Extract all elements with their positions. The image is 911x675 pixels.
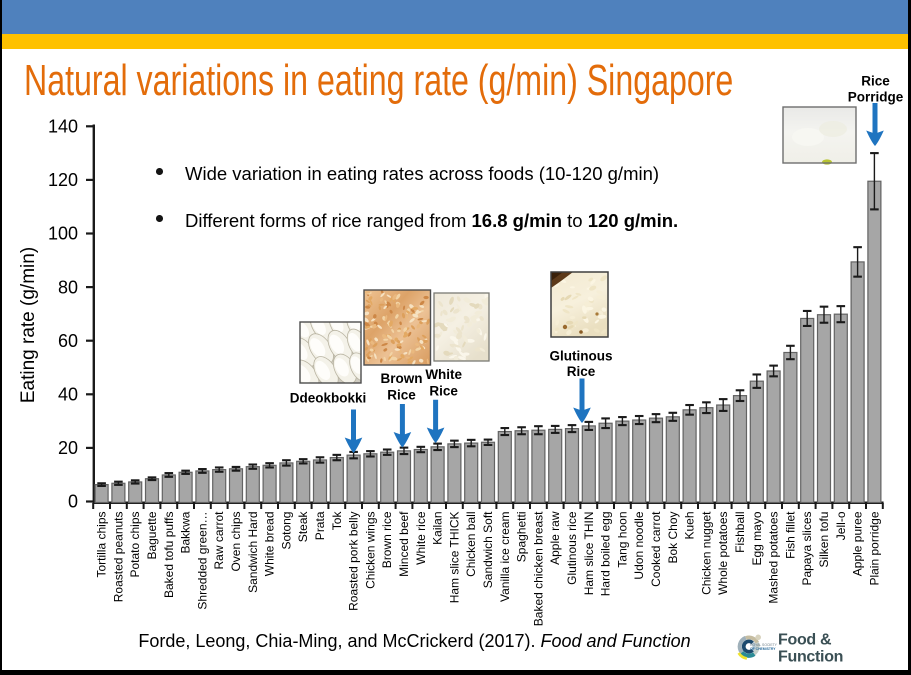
svg-text:Tang hoon: Tang hoon: [615, 512, 629, 568]
svg-text:Plain porridge: Plain porridge: [867, 511, 881, 585]
svg-text:80: 80: [58, 277, 78, 297]
svg-text:Function: Function: [778, 649, 843, 666]
svg-text:Glutinous rice: Glutinous rice: [565, 511, 579, 585]
svg-text:Apple puree: Apple puree: [851, 511, 865, 576]
svg-text:Prata: Prata: [313, 511, 327, 540]
svg-text:Bok Choy: Bok Choy: [666, 512, 680, 564]
svg-text:Food &: Food &: [778, 632, 832, 649]
svg-text:White bread: White bread: [263, 512, 277, 577]
svg-text:Egg mayo: Egg mayo: [750, 511, 764, 565]
svg-text:OF CHEMISTRY: OF CHEMISTRY: [750, 647, 776, 651]
svg-text:Sotong: Sotong: [279, 512, 293, 550]
svg-text:Baguette: Baguette: [145, 511, 159, 559]
svg-text:Chicken nugget: Chicken nugget: [699, 511, 713, 595]
svg-text:Baked chicken breast: Baked chicken breast: [531, 511, 545, 626]
svg-text:0: 0: [68, 492, 78, 512]
svg-text:Cooked carrot: Cooked carrot: [649, 511, 663, 587]
svg-text:Bakkwa: Bakkwa: [179, 511, 193, 553]
svg-text:Ham slice THIN: Ham slice THIN: [582, 512, 596, 596]
svg-text:Rice: Rice: [429, 384, 458, 399]
svg-text:100: 100: [48, 224, 78, 244]
svg-text:120: 120: [48, 170, 78, 190]
svg-text:Shredded green…: Shredded green…: [195, 512, 209, 610]
svg-text:Baked tofu puffs: Baked tofu puffs: [162, 512, 176, 599]
svg-text:Minced beef: Minced beef: [397, 511, 411, 577]
svg-text:20: 20: [58, 438, 78, 458]
svg-text:Apple raw: Apple raw: [548, 511, 562, 565]
svg-text:Rice: Rice: [387, 388, 416, 403]
svg-text:Hard boiled egg: Hard boiled egg: [599, 512, 613, 597]
svg-text:Vanilla ice cream: Vanilla ice cream: [498, 512, 512, 602]
svg-text:60: 60: [58, 331, 78, 351]
svg-text:Spaghetti: Spaghetti: [515, 512, 529, 563]
svg-text:Kailan: Kailan: [431, 512, 445, 545]
svg-text:Steak: Steak: [296, 511, 310, 543]
svg-text:ROYAL SOCIETY: ROYAL SOCIETY: [750, 643, 778, 647]
svg-text:Whole potatoes: Whole potatoes: [716, 512, 730, 595]
svg-text:Fishball: Fishball: [733, 512, 747, 553]
svg-text:Rice: Rice: [861, 73, 890, 88]
svg-text:Jell-o: Jell-o: [834, 511, 848, 540]
svg-text:Tortilla chips: Tortilla chips: [95, 512, 109, 578]
svg-text:White rice: White rice: [414, 511, 428, 565]
svg-text:Roasted pork belly: Roasted pork belly: [347, 512, 361, 611]
svg-text:Fish fillet: Fish fillet: [783, 511, 797, 559]
svg-text:White: White: [425, 367, 462, 382]
svg-text:Tok: Tok: [330, 511, 344, 531]
svg-text:Silken tofu: Silken tofu: [817, 512, 831, 568]
svg-text:Mashed potatoes: Mashed potatoes: [767, 512, 781, 604]
svg-text:Kueh: Kueh: [683, 512, 697, 540]
svg-text:Papaya slices: Papaya slices: [800, 512, 814, 586]
svg-text:Rice: Rice: [567, 364, 596, 379]
svg-text:Sandwich Hard: Sandwich Hard: [246, 512, 260, 593]
svg-text:Roasted peanuts: Roasted peanuts: [111, 512, 125, 603]
svg-text:Porridge: Porridge: [848, 90, 904, 105]
svg-text:Raw carrot: Raw carrot: [212, 511, 226, 570]
svg-text:Brown rice: Brown rice: [380, 511, 394, 568]
svg-text:Eating rate (g/min): Eating rate (g/min): [18, 247, 39, 403]
svg-text:Ddeokbokki: Ddeokbokki: [290, 391, 367, 406]
svg-text:Sandwich Soft: Sandwich Soft: [481, 511, 495, 588]
svg-text:Brown: Brown: [381, 371, 423, 386]
svg-text:40: 40: [58, 385, 78, 405]
svg-text:Chicken wings: Chicken wings: [363, 512, 377, 589]
svg-text:Udon noodle: Udon noodle: [632, 511, 646, 579]
svg-text:Glutinous: Glutinous: [550, 349, 613, 364]
svg-text:Chicken ball: Chicken ball: [464, 512, 478, 577]
svg-text:Oven chips: Oven chips: [229, 512, 243, 572]
svg-text:140: 140: [48, 117, 78, 137]
svg-text:Ham slice THICK: Ham slice THICK: [447, 512, 461, 604]
svg-text:Potato chips: Potato chips: [128, 512, 142, 578]
